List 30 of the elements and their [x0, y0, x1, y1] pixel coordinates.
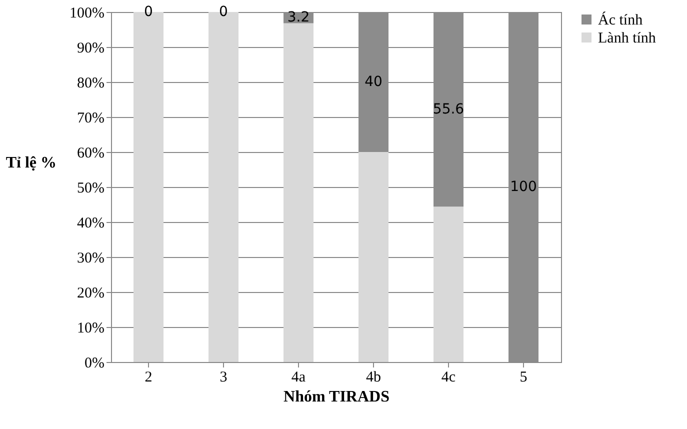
data-label: 100 — [510, 179, 537, 195]
y-tick-label: 20% — [77, 286, 104, 302]
y-axis-title: Tỉ lệ % — [6, 154, 56, 172]
y-tick-label: 100% — [70, 6, 104, 22]
x-axis-title: Nhóm TIRADS — [284, 388, 390, 406]
data-label: 0 — [219, 4, 228, 20]
bar — [284, 23, 314, 362]
data-label: 40 — [364, 74, 382, 90]
y-tick-label: 30% — [77, 250, 104, 266]
bar — [358, 152, 388, 362]
x-tick-label: 5 — [520, 370, 528, 386]
y-tick-label: 80% — [77, 76, 104, 92]
y-tick-label: 90% — [77, 40, 104, 56]
data-label: 0 — [144, 4, 153, 20]
x-tick-label: 3 — [220, 370, 228, 386]
data-label: 55.6 — [432, 101, 464, 118]
legend-label: Ác tính — [598, 12, 644, 28]
y-tick-label: 0% — [84, 356, 104, 372]
legend-label: Lành tính — [598, 30, 656, 46]
bar — [434, 206, 464, 362]
x-tick-label: 4a — [291, 370, 306, 386]
data-label: 3.2 — [287, 10, 310, 26]
y-tick-label: 10% — [77, 320, 104, 336]
y-tick-label: 40% — [77, 216, 104, 232]
x-tick-label: 4c — [441, 370, 456, 386]
x-tick-label: 4b — [366, 370, 381, 386]
y-tick-label: 60% — [77, 146, 104, 162]
x-tick-label: 2 — [144, 370, 152, 386]
y-tick-label: 50% — [77, 180, 104, 196]
y-tick-label: 70% — [77, 110, 104, 126]
